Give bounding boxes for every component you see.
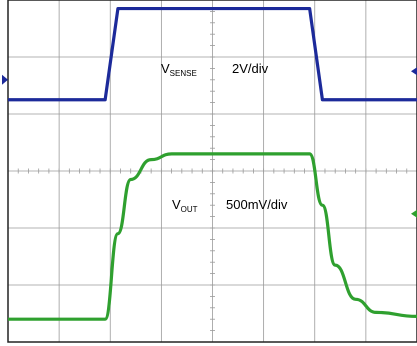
vsense-scale-label: 2V/div <box>232 61 269 76</box>
plot-frame <box>7 0 417 343</box>
traces <box>7 6 417 321</box>
vout-scale-label: 500mV/div <box>226 197 288 212</box>
right-marker-2 <box>411 209 417 218</box>
channel-markers <box>2 67 417 218</box>
vout-trace <box>7 152 417 321</box>
right-marker-1 <box>411 67 417 76</box>
vsense-ground-marker <box>2 74 8 85</box>
vout-label: VOUT <box>172 197 198 214</box>
vsense-trace <box>8 6 417 102</box>
vsense-label: VSENSE <box>161 61 197 78</box>
